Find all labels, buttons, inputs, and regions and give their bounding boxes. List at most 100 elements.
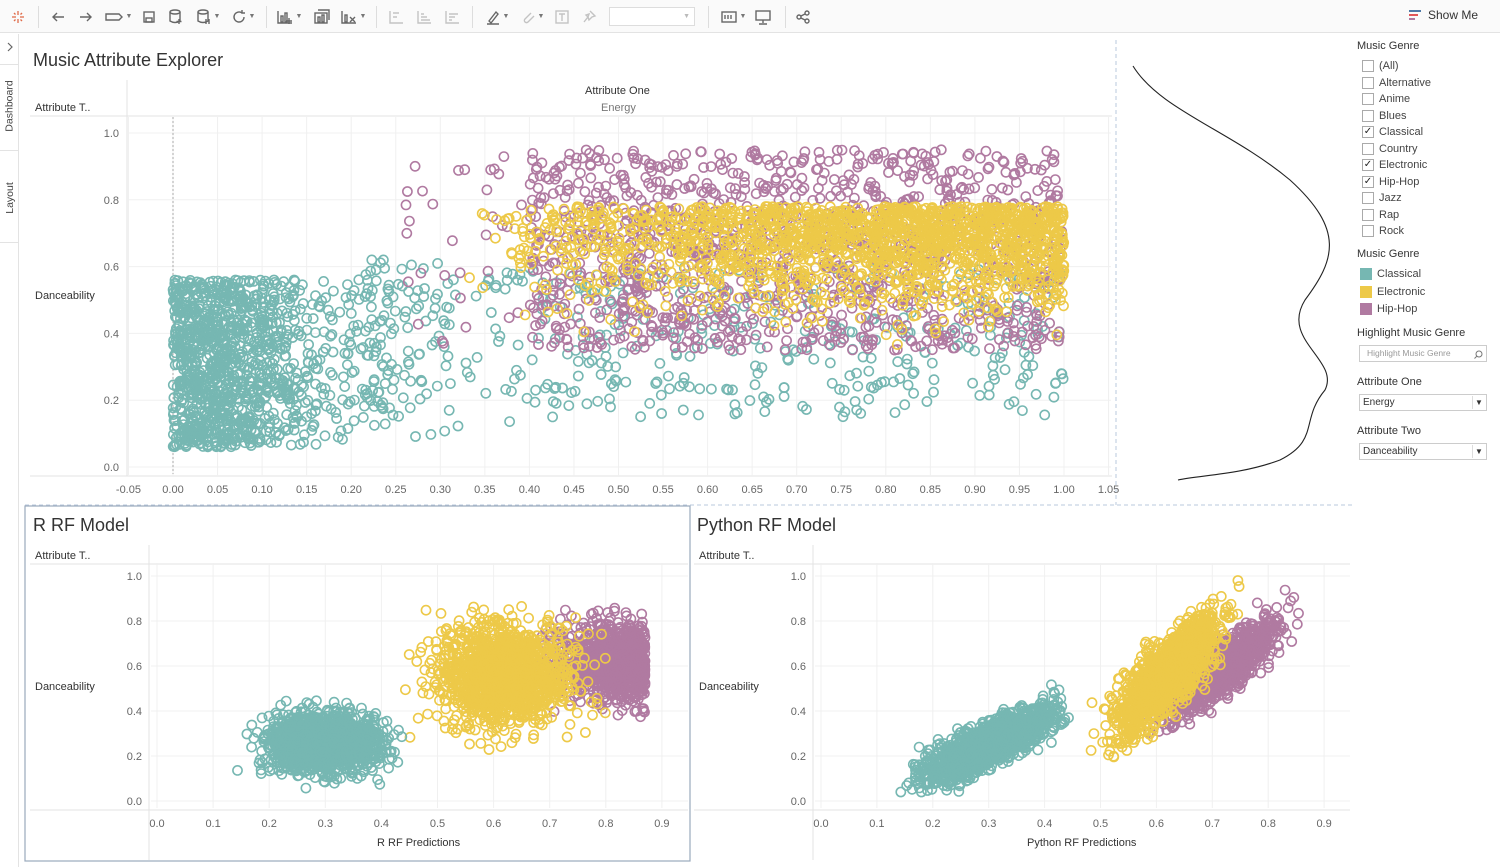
data-point <box>421 388 432 400</box>
data-point <box>892 356 904 368</box>
save-icon[interactable] <box>139 6 159 27</box>
sort-ascending-icon[interactable] <box>413 6 435 27</box>
sort-descending-icon[interactable] <box>441 6 463 27</box>
swap-axes-icon[interactable] <box>385 6 407 27</box>
x-tick-label: 0.3 <box>318 818 333 830</box>
data-point <box>318 275 329 287</box>
left-rail: Dashboard Layout <box>0 34 19 867</box>
show-labels-icon[interactable] <box>551 6 573 27</box>
redo-icon[interactable] <box>76 6 96 27</box>
show-cards-icon[interactable]: ▼ <box>717 6 749 27</box>
new-datasource-icon[interactable] <box>165 6 187 27</box>
fit-dropdown[interactable]: ▼ <box>609 7 695 26</box>
y-tick-label: 0.6 <box>791 661 806 673</box>
data-point <box>402 322 414 334</box>
data-point <box>452 420 464 432</box>
data-point <box>905 155 917 167</box>
data-point <box>410 303 422 315</box>
data-point <box>453 164 464 176</box>
data-point <box>303 339 314 350</box>
data-point <box>693 409 704 421</box>
data-point <box>366 254 378 266</box>
data-point <box>334 306 346 318</box>
data-point <box>406 259 417 271</box>
data-point <box>902 379 914 391</box>
data-point <box>442 350 454 362</box>
data-point <box>301 312 313 324</box>
data-point <box>926 357 938 369</box>
x-tick-label: 0.6 <box>1149 818 1164 830</box>
tableau-logo-icon[interactable] <box>9 6 27 27</box>
data-point <box>824 357 836 369</box>
data-point <box>319 430 331 442</box>
group-icon[interactable]: ▼ <box>516 6 548 27</box>
data-point <box>425 428 437 440</box>
data-point <box>677 404 689 416</box>
data-point <box>680 148 692 160</box>
data-point <box>908 387 919 399</box>
data-point <box>410 431 421 442</box>
data-point <box>1000 166 1012 178</box>
x-tick-label: 0.70 <box>786 484 807 496</box>
data-point <box>547 396 559 407</box>
fix-axes-icon[interactable] <box>578 6 600 27</box>
data-point <box>389 305 401 317</box>
highlight-icon[interactable]: ▼ <box>481 6 513 27</box>
x-tick-label: 0.7 <box>1205 818 1220 830</box>
y-tick-label: 1.0 <box>791 571 806 583</box>
data-point <box>863 365 875 377</box>
y-tick-label: 0.4 <box>791 706 806 718</box>
show-me-button[interactable]: Show Me <box>1408 8 1478 22</box>
data-point <box>480 229 492 241</box>
pause-updates-icon[interactable]: ▼ <box>193 6 223 27</box>
data-point <box>365 301 377 313</box>
y-tick-label: 0.0 <box>127 796 142 808</box>
x-tick-label: 0.25 <box>385 484 406 496</box>
data-point <box>663 370 674 382</box>
data-point <box>399 311 411 323</box>
clear-sheet-icon[interactable]: ▼ <box>337 6 369 27</box>
data-point <box>986 183 998 195</box>
data-point <box>493 336 504 347</box>
data-point <box>761 154 773 165</box>
top-row-header: Attribute T.. <box>35 102 91 114</box>
data-point <box>289 405 301 416</box>
data-point <box>338 334 350 346</box>
data-point <box>585 172 597 184</box>
data-point <box>967 377 978 389</box>
data-point <box>379 378 391 389</box>
data-point <box>1030 388 1042 400</box>
chevron-right-icon[interactable] <box>0 38 19 56</box>
data-point <box>572 370 584 382</box>
y-tick-label: 0.8 <box>127 616 142 628</box>
replay-icon[interactable]: ▼ <box>102 6 134 27</box>
data-point <box>331 413 342 424</box>
data-point <box>540 171 552 183</box>
data-point <box>600 350 612 362</box>
undo-icon[interactable] <box>48 6 68 27</box>
y-tick-label: 0.4 <box>127 706 142 718</box>
presentation-icon[interactable] <box>752 6 774 27</box>
data-point <box>370 275 382 287</box>
data-point <box>460 321 472 333</box>
data-point <box>769 185 780 197</box>
top-chart-title: Music Attribute Explorer <box>33 50 224 70</box>
new-worksheet-icon[interactable]: ▼ <box>273 6 305 27</box>
x-tick-label: 0.75 <box>831 484 852 496</box>
data-point <box>485 307 497 318</box>
data-point <box>655 389 667 401</box>
refresh-icon[interactable]: ▼ <box>227 6 259 27</box>
data-point <box>984 343 995 354</box>
duplicate-sheet-icon[interactable] <box>310 6 332 27</box>
x-tick-label: 0.0 <box>149 818 164 830</box>
data-point <box>595 369 607 380</box>
data-point <box>498 151 510 162</box>
data-point <box>759 406 771 417</box>
y-tick-label: 0.4 <box>104 328 119 340</box>
data-point <box>892 165 903 176</box>
data-point <box>604 262 616 274</box>
share-icon[interactable] <box>793 6 813 27</box>
data-point <box>402 345 414 357</box>
x-tick-label: 0.8 <box>598 818 613 830</box>
